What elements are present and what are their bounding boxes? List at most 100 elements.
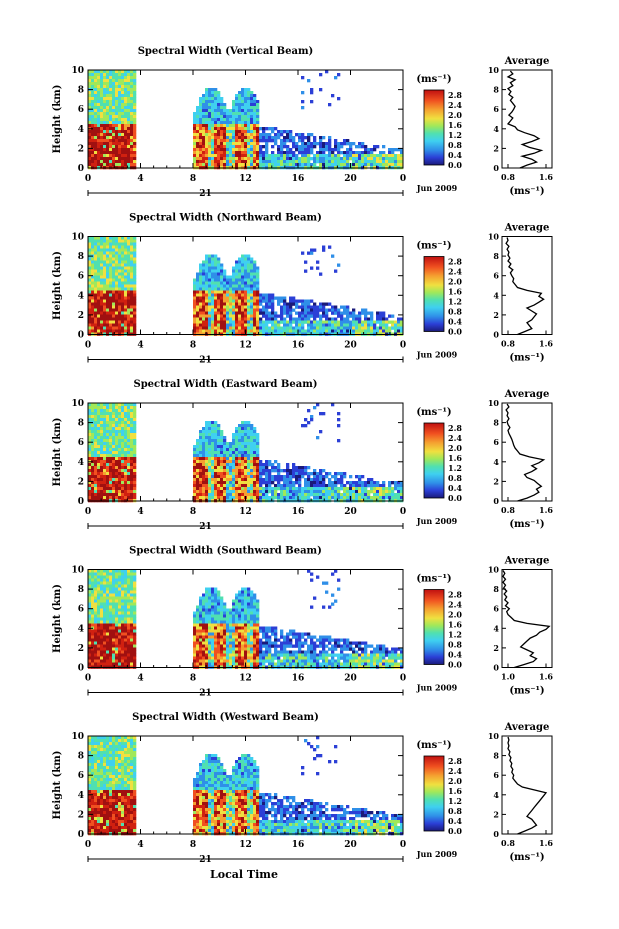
heatmap-cell — [328, 323, 332, 327]
heatmap-cell — [88, 442, 92, 446]
heatmap-cell — [100, 154, 104, 158]
heatmap-cell — [256, 284, 260, 288]
heatmap-cell — [106, 415, 110, 419]
heatmap-cell — [286, 463, 290, 467]
heatmap-cell — [208, 454, 212, 458]
heatmap-cell — [364, 490, 368, 494]
heatmap-cell — [115, 145, 119, 149]
heatmap-cell — [253, 487, 257, 491]
heatmap-cell — [97, 97, 101, 101]
heatmap-cell — [331, 487, 335, 491]
heatmap-cell — [331, 308, 335, 312]
heatmap-cell — [301, 100, 305, 104]
heatmap-cell — [196, 154, 200, 158]
heatmap-cell — [241, 103, 245, 107]
heatmap-cell — [94, 430, 98, 434]
heatmap-cell — [196, 278, 200, 282]
heatmap-cell — [208, 472, 212, 476]
heatmap-cell — [235, 481, 239, 485]
heatmap-cell — [97, 587, 101, 591]
heatmap-cell — [133, 421, 137, 425]
heatmap-cell — [208, 421, 212, 425]
heatmap-cell — [241, 88, 245, 92]
heatmap-cell — [118, 139, 122, 143]
heatmap-cell — [334, 484, 338, 488]
heatmap-cell — [319, 323, 323, 327]
heatmap-cell — [289, 311, 293, 315]
heatmap-cell — [292, 308, 296, 312]
heatmap-cell — [361, 160, 365, 164]
heatmap-cell — [202, 287, 206, 291]
heatmap-cell — [91, 478, 95, 482]
heatmap-cell — [235, 157, 239, 161]
heatmap-cell — [217, 460, 221, 464]
heatmap-cell — [220, 317, 224, 321]
heatmap-cell — [115, 320, 119, 324]
x-tick-label: 16 — [292, 507, 305, 517]
heatmap-cell — [121, 469, 125, 473]
heatmap-cell — [358, 142, 362, 146]
heatmap-cell — [97, 611, 101, 615]
heatmap-cell — [223, 287, 227, 291]
heatmap-cell — [199, 302, 203, 306]
heatmap-cell — [106, 236, 110, 240]
heatmap-cell — [232, 142, 236, 146]
heatmap-cell — [376, 154, 380, 158]
heatmap-cell — [244, 448, 248, 452]
heatmap-cell — [112, 82, 116, 86]
heatmap-cell — [271, 145, 275, 149]
heatmap-cell — [223, 496, 227, 500]
heatmap-cell — [97, 626, 101, 630]
heatmap-cell — [211, 263, 215, 267]
heatmap-cell — [121, 412, 125, 416]
heatmap-cell — [304, 308, 308, 312]
heatmap-cell — [97, 148, 101, 152]
heatmap-cell — [106, 251, 110, 255]
heatmap-cell — [226, 478, 230, 482]
heatmap-cell — [349, 320, 353, 324]
heatmap-cell — [220, 302, 224, 306]
heatmap-cell — [343, 490, 347, 494]
heatmap-cell — [130, 317, 134, 321]
heatmap-cell — [235, 320, 239, 324]
heatmap-cell — [115, 154, 119, 158]
heatmap-cell — [226, 145, 230, 149]
heatmap-cell — [127, 242, 131, 246]
heatmap-cell — [301, 106, 305, 110]
heatmap-cell — [250, 299, 254, 303]
heatmap-cell — [121, 100, 125, 104]
heatmap-cell — [127, 475, 131, 479]
heatmap-cell — [223, 115, 227, 119]
heatmap-cell — [109, 320, 113, 324]
heatmap-cell — [289, 299, 293, 303]
heatmap-cell — [127, 281, 131, 285]
heatmap-cell — [400, 323, 404, 327]
heatmap-cell — [259, 127, 263, 131]
heatmap-cell — [88, 454, 92, 458]
heatmap-cell — [382, 481, 386, 485]
heatmap-cell — [217, 317, 221, 321]
heatmap-cell — [298, 320, 302, 324]
heatmap-cell — [217, 121, 221, 125]
heatmap-cell — [217, 430, 221, 434]
heatmap-cell — [226, 481, 230, 485]
heatmap-cell — [133, 305, 137, 309]
heatmap-cell — [100, 142, 104, 146]
heatmap-cell — [91, 578, 95, 582]
heatmap-cell — [133, 412, 137, 416]
heatmap-cell — [223, 278, 227, 282]
heatmap-cell — [115, 242, 119, 246]
heatmap-cell — [235, 97, 239, 101]
heatmap-cell — [103, 469, 107, 473]
heatmap-cell — [298, 133, 302, 137]
heatmap-cell — [247, 457, 251, 461]
heatmap-cell — [331, 317, 335, 321]
heatmap-cell — [238, 293, 242, 297]
average-frame — [501, 236, 553, 335]
heatmap-cell — [286, 326, 290, 330]
heatmap-cell — [97, 602, 101, 606]
heatmap-cell — [121, 451, 125, 455]
heatmap-cell — [232, 124, 236, 128]
heatmap-cell — [289, 154, 293, 158]
heatmap-cell — [244, 97, 248, 101]
